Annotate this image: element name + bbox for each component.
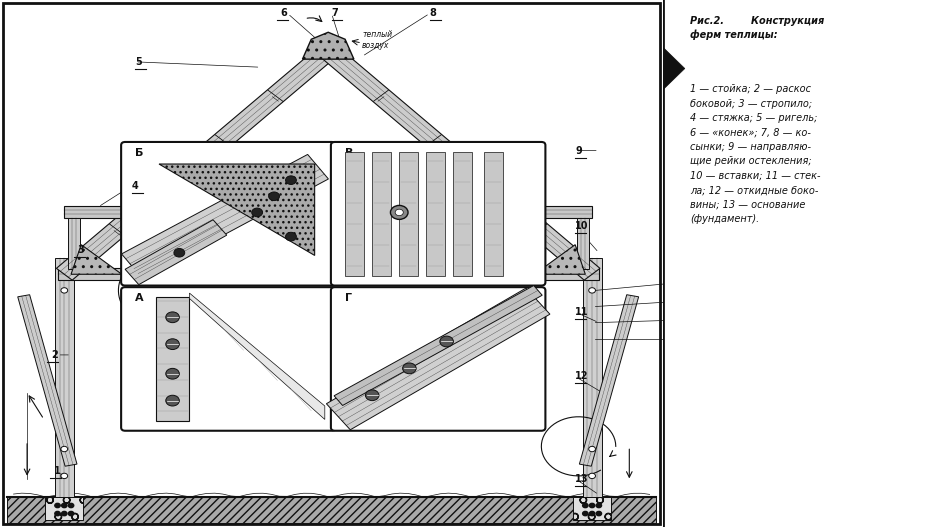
- Circle shape: [165, 368, 179, 379]
- Text: А: А: [135, 293, 144, 303]
- Polygon shape: [67, 218, 79, 269]
- Polygon shape: [71, 245, 121, 274]
- Circle shape: [589, 511, 595, 516]
- Bar: [156, 297, 190, 421]
- Bar: [426, 152, 446, 276]
- Polygon shape: [324, 53, 535, 216]
- Polygon shape: [190, 293, 325, 419]
- Circle shape: [596, 511, 601, 516]
- Polygon shape: [56, 45, 336, 280]
- Bar: [7, 497, 657, 523]
- Polygon shape: [576, 218, 588, 269]
- Polygon shape: [120, 53, 333, 216]
- Polygon shape: [121, 154, 329, 278]
- Circle shape: [62, 503, 67, 508]
- Circle shape: [61, 473, 67, 479]
- Text: 10: 10: [575, 221, 588, 231]
- Circle shape: [286, 232, 296, 241]
- Text: 13: 13: [575, 474, 588, 484]
- Circle shape: [440, 336, 453, 347]
- Circle shape: [588, 288, 596, 293]
- Text: 1 — стойка; 2 — раскос
боковой; 3 — стропило;
4 — стяжка; 5 — ригель;
6 — «конек: 1 — стойка; 2 — раскос боковой; 3 — стро…: [690, 84, 821, 224]
- Bar: [399, 152, 418, 276]
- Circle shape: [61, 446, 67, 452]
- Text: 6: 6: [281, 8, 288, 18]
- Bar: [46, 497, 83, 520]
- Polygon shape: [125, 220, 227, 285]
- Circle shape: [165, 312, 179, 323]
- Text: В: В: [345, 148, 353, 158]
- Circle shape: [165, 395, 179, 406]
- Polygon shape: [534, 245, 586, 274]
- Circle shape: [55, 503, 60, 508]
- Polygon shape: [583, 258, 601, 497]
- Polygon shape: [663, 47, 685, 90]
- Text: 9: 9: [575, 145, 582, 155]
- Text: 7: 7: [332, 8, 338, 18]
- Polygon shape: [320, 45, 600, 280]
- Circle shape: [390, 206, 408, 219]
- Circle shape: [269, 192, 279, 201]
- Polygon shape: [159, 164, 315, 256]
- FancyBboxPatch shape: [121, 287, 335, 431]
- Circle shape: [61, 288, 67, 293]
- Text: 3: 3: [78, 245, 85, 255]
- Polygon shape: [55, 258, 74, 497]
- Polygon shape: [303, 32, 354, 59]
- Text: 11: 11: [575, 307, 588, 317]
- Text: теплый
воздух: теплый воздух: [362, 30, 392, 50]
- Text: 4: 4: [132, 181, 139, 191]
- Circle shape: [174, 248, 185, 257]
- FancyBboxPatch shape: [121, 142, 335, 286]
- FancyBboxPatch shape: [331, 287, 545, 431]
- Circle shape: [588, 446, 596, 452]
- Circle shape: [365, 390, 379, 401]
- Text: Б: Б: [135, 148, 144, 158]
- Circle shape: [395, 209, 403, 216]
- Text: Рис.2.        Конструкция
ферм теплицы:: Рис.2. Конструкция ферм теплицы:: [690, 16, 825, 40]
- Text: 5: 5: [135, 57, 142, 67]
- Polygon shape: [579, 295, 639, 466]
- Circle shape: [583, 503, 588, 508]
- Bar: [345, 152, 364, 276]
- Bar: [453, 152, 473, 276]
- Polygon shape: [334, 286, 543, 405]
- Text: 1: 1: [54, 465, 61, 475]
- Text: 12: 12: [575, 372, 588, 382]
- FancyBboxPatch shape: [331, 142, 545, 286]
- Text: Г: Г: [345, 293, 352, 303]
- Circle shape: [68, 511, 74, 516]
- Bar: [484, 152, 502, 276]
- Circle shape: [589, 503, 595, 508]
- Circle shape: [62, 511, 67, 516]
- Circle shape: [583, 511, 588, 516]
- Circle shape: [55, 511, 60, 516]
- Polygon shape: [326, 288, 550, 430]
- Circle shape: [286, 176, 296, 184]
- Bar: [372, 152, 391, 276]
- Circle shape: [165, 339, 179, 349]
- Circle shape: [596, 503, 601, 508]
- Text: 2: 2: [50, 350, 58, 360]
- Circle shape: [403, 363, 417, 374]
- Polygon shape: [58, 268, 599, 280]
- Circle shape: [588, 473, 596, 479]
- Polygon shape: [64, 207, 592, 218]
- Polygon shape: [18, 295, 77, 466]
- Bar: [573, 497, 611, 520]
- Circle shape: [252, 208, 262, 217]
- Text: 8: 8: [430, 8, 436, 18]
- Circle shape: [68, 503, 74, 508]
